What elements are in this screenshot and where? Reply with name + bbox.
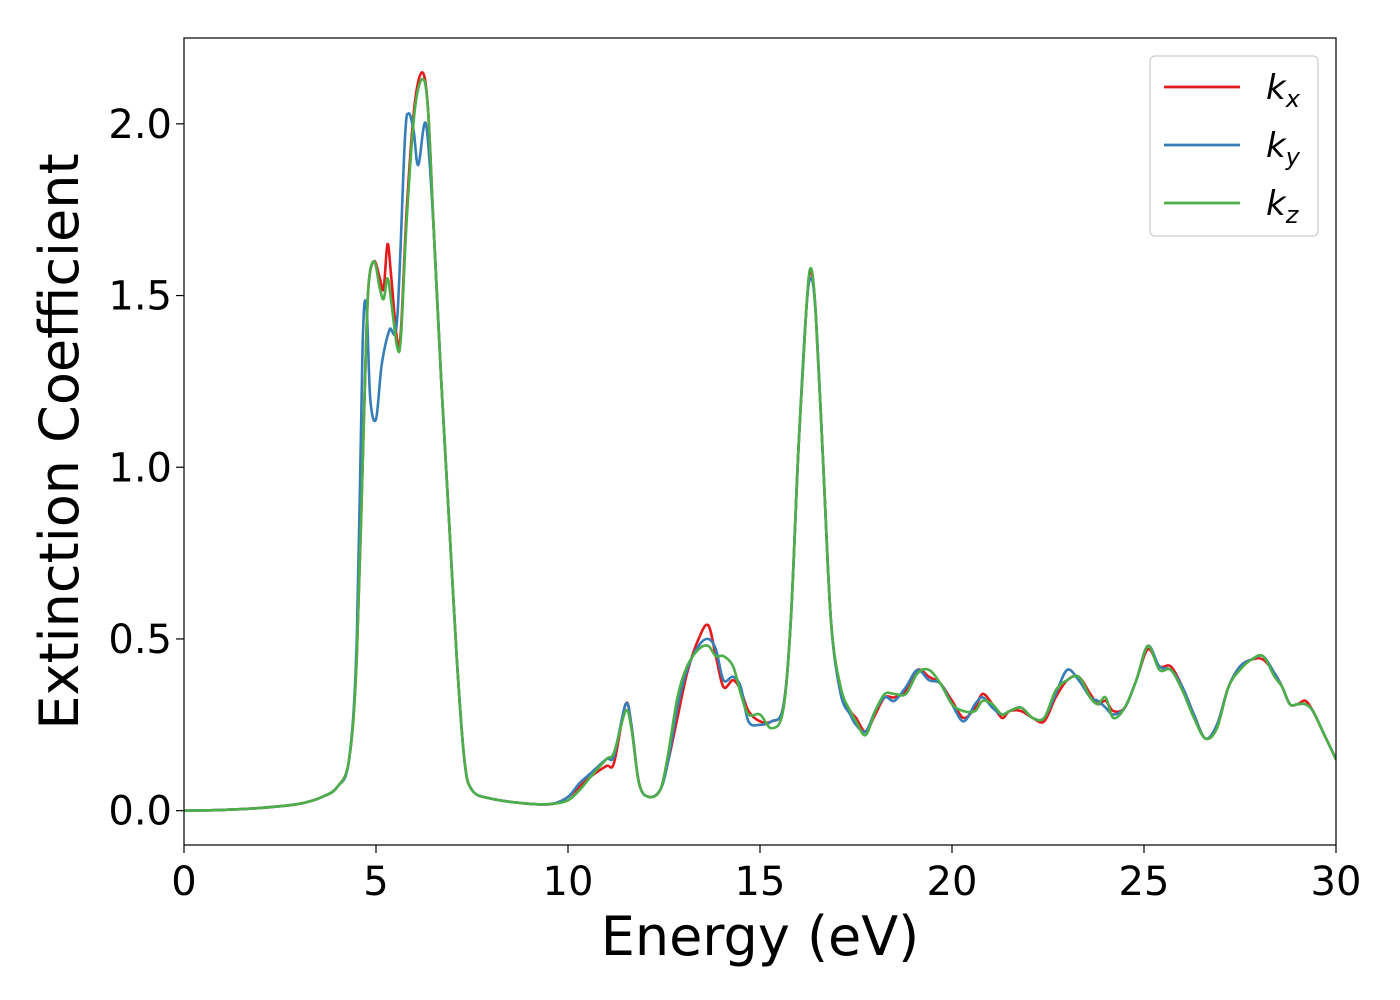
x-tick-label: 30 [1311, 859, 1362, 905]
legend-label: kx [1266, 68, 1301, 113]
y-tick-label: 1.5 [108, 274, 172, 320]
x-tick-label: 20 [927, 859, 978, 905]
legend-label-subscript: z [1285, 201, 1300, 229]
x-tick-label: 10 [543, 859, 594, 905]
legend-label: kz [1266, 184, 1300, 229]
x-axis-label: Energy (eV) [601, 905, 920, 968]
series-line-k-z [184, 77, 1336, 812]
legend-label: ky [1266, 126, 1301, 171]
y-tick-label: 0.0 [108, 789, 172, 835]
y-tick-label: 1.0 [108, 445, 172, 491]
series-lines [184, 71, 1336, 812]
legend-label-base: k [1266, 184, 1287, 224]
x-tick-label: 0 [171, 859, 196, 905]
x-axis-ticks: 0 5 10 15 20 25 30 [171, 845, 1361, 905]
x-tick-label: 5 [363, 859, 388, 905]
x-tick-label: 15 [735, 859, 786, 905]
y-axis-label: Extinction Coefficient [28, 153, 91, 729]
x-tick-label: 25 [1119, 859, 1170, 905]
legend-label-base: k [1266, 68, 1287, 108]
legend-label-base: k [1266, 126, 1287, 166]
y-tick-label: 2.0 [108, 102, 172, 148]
y-axis-ticks: 0.0 0.5 1.0 1.5 2.0 [108, 102, 184, 835]
y-tick-label: 0.5 [108, 617, 172, 663]
legend-label-subscript: y [1285, 143, 1301, 171]
legend-label-subscript: x [1285, 85, 1301, 113]
